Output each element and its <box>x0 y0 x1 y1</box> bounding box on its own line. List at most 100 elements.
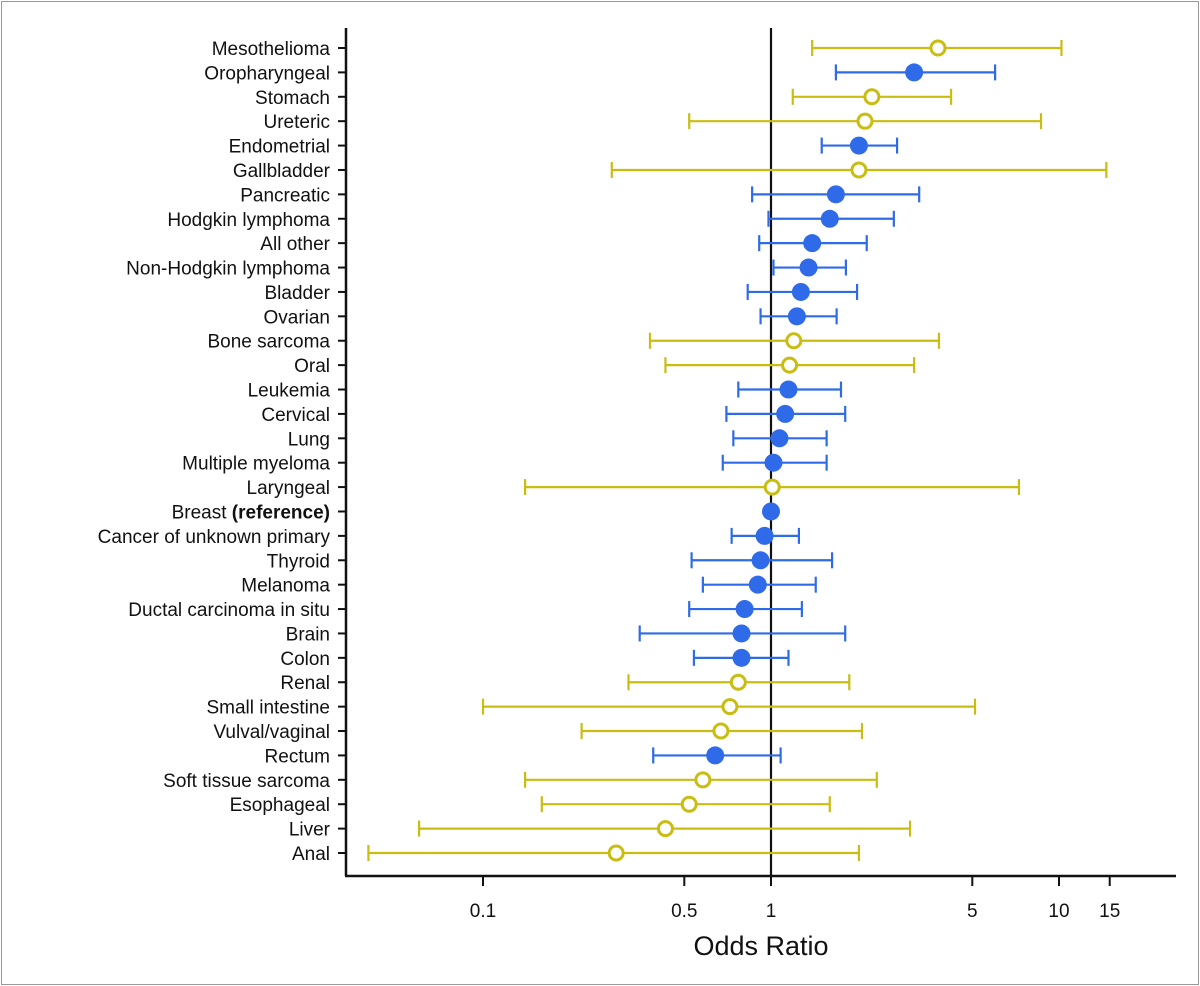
row-label: Ductal carcinoma in situ <box>128 600 330 621</box>
forest-row: Laryngeal <box>247 478 1021 499</box>
forest-row: Colon <box>280 648 790 670</box>
row-label: Anal <box>292 844 330 865</box>
row-label: Gallbladder <box>233 161 331 182</box>
forest-row: Bone sarcoma <box>207 332 941 353</box>
point-estimate-open <box>680 795 698 813</box>
forest-row: Renal <box>280 673 851 694</box>
point-estimate-filled <box>849 136 868 155</box>
row-label: Rectum <box>265 746 330 767</box>
point-estimate-open <box>850 161 868 179</box>
forest-row: Ovarian <box>263 307 838 328</box>
row-label: Esophageal <box>230 795 330 816</box>
forest-row: Ureteric <box>263 112 1043 133</box>
forest-row: Liver <box>289 820 912 841</box>
x-tick-label: 0.1 <box>470 901 496 922</box>
point-estimate-filled <box>762 502 780 521</box>
forest-row: Lung <box>288 429 828 450</box>
row-label: Mesothelioma <box>212 39 331 60</box>
forest-row: Cervical <box>261 404 847 426</box>
point-estimate-open <box>729 673 747 691</box>
row-label: Ureteric <box>263 112 330 133</box>
row-label-text: Thyroid <box>267 551 330 572</box>
forest-row: Breast (reference) <box>172 502 780 523</box>
row-label-text: Hodgkin lymphoma <box>167 210 330 231</box>
row-label-text: Endometrial <box>229 137 330 158</box>
row-label-text: Bone sarcoma <box>207 332 330 353</box>
x-tick-label: 0.5 <box>671 901 697 922</box>
point-estimate-filled <box>770 429 789 448</box>
row-label: Non-Hodgkin lymphoma <box>126 259 330 280</box>
row-label: Stomach <box>255 88 330 109</box>
row-label-text: All other <box>260 234 330 255</box>
row-label-text: Leukemia <box>248 381 331 402</box>
forest-row: All other <box>260 234 868 255</box>
point-estimate-filled <box>776 404 795 423</box>
point-estimate-open <box>929 39 947 57</box>
forest-row: Ductal carcinoma in situ <box>128 600 803 621</box>
row-label: Small intestine <box>206 698 330 719</box>
forest-row: Cancer of unknown primary <box>98 526 801 548</box>
row-label: Laryngeal <box>247 478 330 499</box>
point-estimate-open <box>721 698 739 716</box>
row-label: Hodgkin lymphoma <box>167 210 330 231</box>
x-axis-title: Odds Ratio <box>693 931 828 961</box>
row-label: Ovarian <box>263 307 330 328</box>
forest-row: Mesothelioma <box>212 39 1063 60</box>
point-estimate-open <box>785 332 803 350</box>
forest-row: Rectum <box>265 746 782 767</box>
point-estimate-open <box>694 771 712 789</box>
row-label-text: Stomach <box>255 88 330 109</box>
point-estimate-filled <box>820 209 839 228</box>
row-label-text: Non-Hodgkin lymphoma <box>126 259 330 280</box>
row-label-text: Laryngeal <box>247 478 330 499</box>
forest-row: Endometrial <box>229 136 899 158</box>
row-label: Oropharyngeal <box>204 63 330 84</box>
forest-row: Bladder <box>265 282 859 304</box>
row-label: Breast (reference) <box>172 502 330 523</box>
point-estimate-filled <box>732 624 751 643</box>
row-label: Cervical <box>261 405 330 426</box>
row-label-text: Ovarian <box>263 307 330 328</box>
point-estimate-open <box>863 88 881 106</box>
row-label: All other <box>260 234 330 255</box>
forest-row: Oral <box>294 356 916 377</box>
row-label: Lung <box>288 429 330 450</box>
row-label-text: Cancer of unknown primary <box>98 527 331 548</box>
row-label-text: Small intestine <box>206 698 330 719</box>
point-estimate-filled <box>779 380 798 399</box>
row-label: Bladder <box>265 283 331 304</box>
point-estimate-filled <box>799 258 818 277</box>
row-label-text: Cervical <box>261 405 330 426</box>
point-estimate-open <box>607 844 625 862</box>
row-label-text: Oropharyngeal <box>204 63 330 84</box>
point-estimate-filled <box>826 185 845 204</box>
point-estimate-open <box>763 478 781 496</box>
row-label-text: Oral <box>294 356 330 377</box>
row-label-text: Mesothelioma <box>212 39 331 60</box>
row-label-suffix: (reference) <box>227 502 331 523</box>
forest-row: Brain <box>286 624 847 645</box>
row-label: Melanoma <box>241 576 330 597</box>
row-label-text: Brain <box>286 624 330 645</box>
point-estimate-filled <box>755 526 774 545</box>
row-label: Multiple myeloma <box>182 454 330 475</box>
row-label: Leukemia <box>248 381 331 402</box>
row-label-text: Melanoma <box>241 576 330 597</box>
row-label: Liver <box>289 820 331 841</box>
row-label-text: Renal <box>280 673 330 694</box>
row-label: Oral <box>294 356 330 377</box>
row-label-text: Ureteric <box>263 112 330 133</box>
forest-row: Stomach <box>255 88 953 109</box>
point-estimate-filled <box>732 648 751 667</box>
row-label-text: Anal <box>292 844 330 865</box>
forest-row: Multiple myeloma <box>182 453 828 475</box>
row-label-text: Pancreatic <box>240 185 330 206</box>
forest-row: Leukemia <box>248 380 843 402</box>
x-tick-label: 15 <box>1099 901 1120 922</box>
forest-row: Small intestine <box>206 698 977 719</box>
forest-row: Soft tissue sarcoma <box>163 771 878 792</box>
row-label: Vulval/vaginal <box>213 722 330 743</box>
row-label-text: Bladder <box>265 283 331 304</box>
x-tick-label: 10 <box>1048 901 1069 922</box>
